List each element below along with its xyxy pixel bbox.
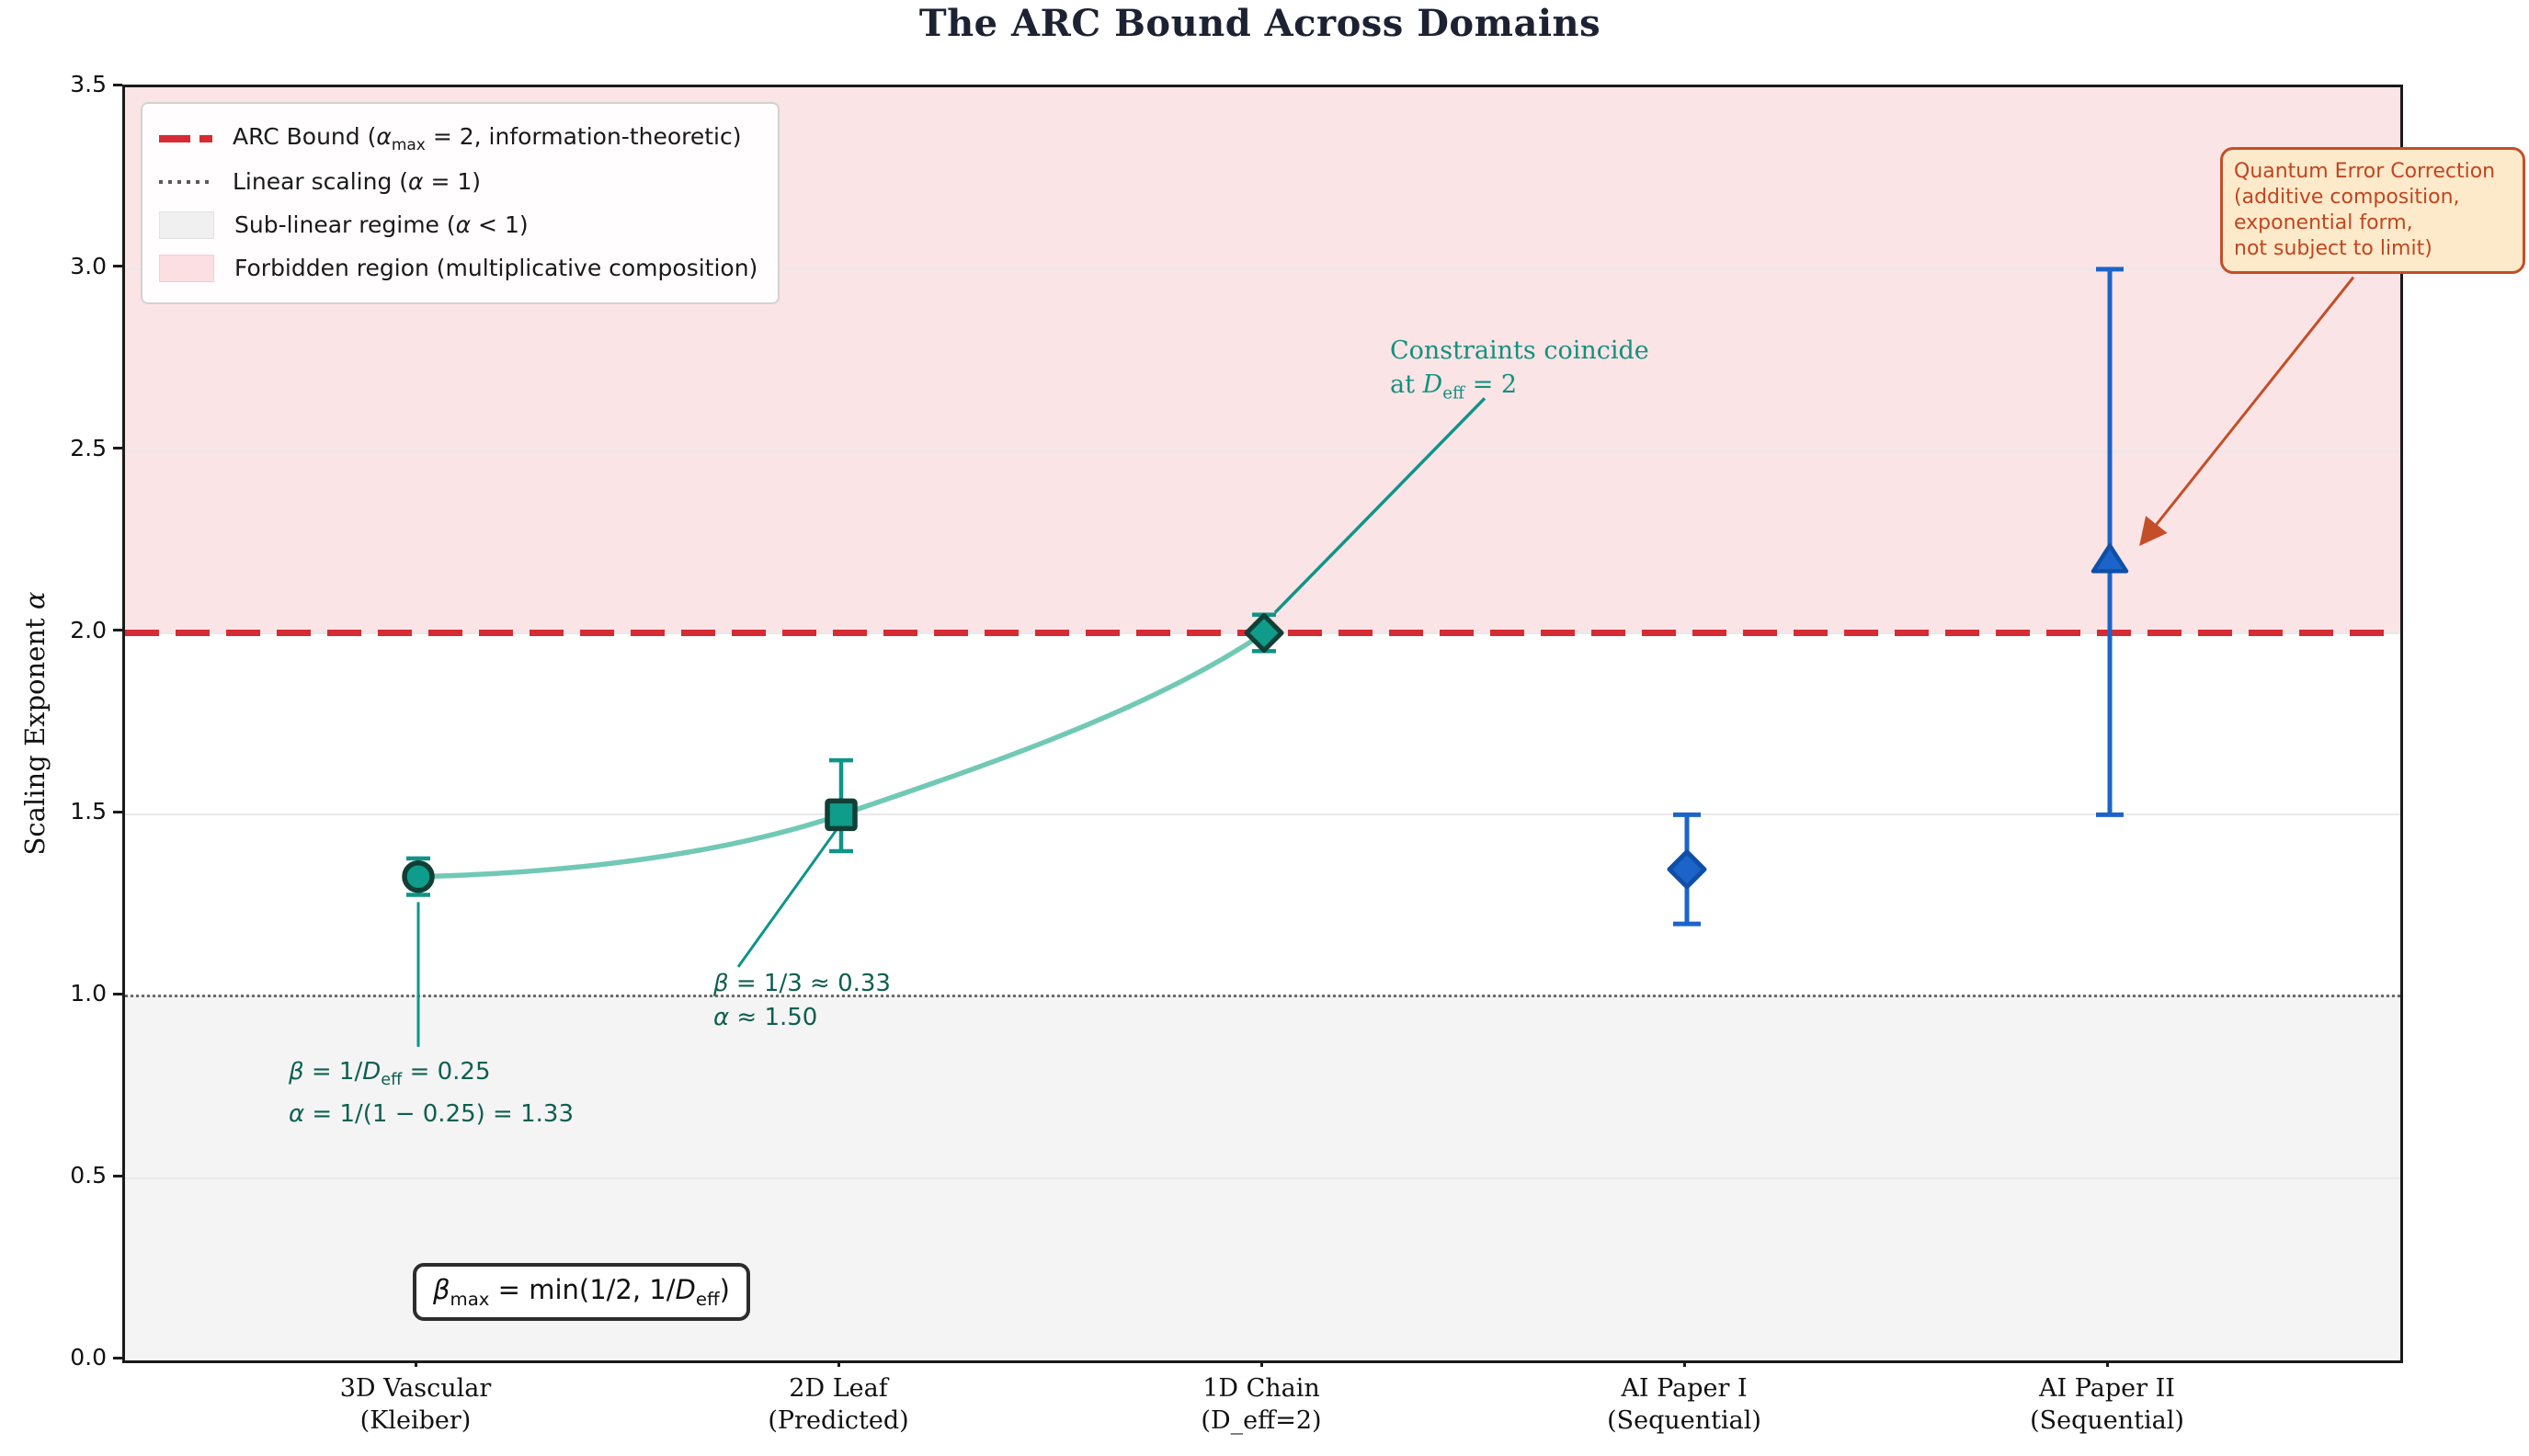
formula-box: βmax = min(1/2, 1/Deff) <box>413 1263 750 1321</box>
y-tick <box>113 265 122 268</box>
data-point-diamond <box>1667 849 1707 890</box>
x-tick <box>837 1358 840 1367</box>
y-tick <box>113 992 122 995</box>
legend-label: Forbidden region (multiplicative composi… <box>234 255 758 281</box>
x-tick-label: 3D Vascular (Kleiber) <box>339 1374 492 1435</box>
x-tick-label: AI Paper I (Sequential) <box>1607 1374 1761 1435</box>
x-tick-label: 1D Chain (D_eff=2) <box>1201 1374 1322 1435</box>
plot-layers <box>125 87 2400 1360</box>
y-tick-label: 3.5 <box>70 71 107 97</box>
y-tick <box>113 83 122 86</box>
annotation-connector-leaf <box>736 828 838 968</box>
y-tick-label: 3.0 <box>70 252 107 279</box>
y-tick-label: 1.5 <box>70 798 107 825</box>
annotation-constraints-coincide: Constraints coincide at Deff = 2 <box>1390 336 1649 404</box>
legend: ARC Bound (αmax = 2, information-theoret… <box>141 102 780 304</box>
y-tick-label: 0.5 <box>70 1162 107 1189</box>
y-axis-label: Scaling Exponent α <box>19 591 51 856</box>
x-tick <box>1259 1358 1263 1367</box>
gray-patch-swatch <box>159 210 214 239</box>
data-point-square <box>825 798 858 832</box>
legend-item-forbidden: Forbidden region (multiplicative composi… <box>159 246 758 290</box>
chart-canvas <box>402 267 2355 1047</box>
annotation-leaf-beta: β = 1/3 ≈ 0.33 α ≈ 1.50 <box>713 970 891 1031</box>
x-tick-label: AI Paper II (Sequential) <box>2030 1374 2184 1435</box>
x-tick <box>1682 1358 1686 1367</box>
y-tick-label: 2.0 <box>70 616 107 643</box>
data-point-diamond <box>1244 613 1284 654</box>
y-tick <box>113 447 122 450</box>
legend-label: Sub-linear regime (α < 1) <box>234 211 529 238</box>
y-tick <box>113 810 122 813</box>
y-tick-label: 2.5 <box>70 434 107 461</box>
y-tick <box>113 629 122 632</box>
legend-label: ARC Bound (αmax = 2, information-theoret… <box>233 122 742 154</box>
gridline <box>125 813 2400 816</box>
qec-annotation-box: Quantum Error Correction (additive compos… <box>2220 147 2525 274</box>
data-point-triangle <box>2090 543 2129 574</box>
legend-label: Linear scaling (α = 1) <box>233 168 482 195</box>
y-tick-label: 0.0 <box>70 1344 107 1371</box>
legend-item-sublinear: Sub-linear regime (α < 1) <box>159 203 758 246</box>
pink-patch-swatch <box>159 254 214 282</box>
plot-area: ARC Bound (αmax = 2, information-theoret… <box>122 85 2403 1363</box>
x-tick <box>2105 1358 2109 1367</box>
qec-arrow <box>2139 276 2355 546</box>
gridline <box>125 267 2400 270</box>
y-tick <box>113 1174 122 1177</box>
annotation-vascular-beta: β = 1/Deff = 0.25 α = 1/(1 − 0.25) = 1.33 <box>289 1058 574 1129</box>
y-tick-label: 1.0 <box>70 980 107 1007</box>
annotation-connector-constraints <box>1273 397 1487 614</box>
gray-dotted-line-swatch <box>159 179 212 184</box>
x-tick-label: 2D Leaf (Predicted) <box>768 1374 909 1435</box>
x-tick <box>414 1358 417 1367</box>
legend-item-linear-scaling: Linear scaling (α = 1) <box>159 160 758 203</box>
gridline <box>125 1177 2400 1180</box>
gridline <box>125 449 2400 452</box>
y-tick <box>113 1356 122 1359</box>
chart-title: The ARC Bound Across Domains <box>918 2 1601 45</box>
red-dashed-line-swatch <box>159 134 212 142</box>
linear-scaling-line <box>125 995 2400 998</box>
data-point-circle <box>402 859 435 893</box>
legend-item-arc-bound: ARC Bound (αmax = 2, information-theoret… <box>159 117 758 160</box>
